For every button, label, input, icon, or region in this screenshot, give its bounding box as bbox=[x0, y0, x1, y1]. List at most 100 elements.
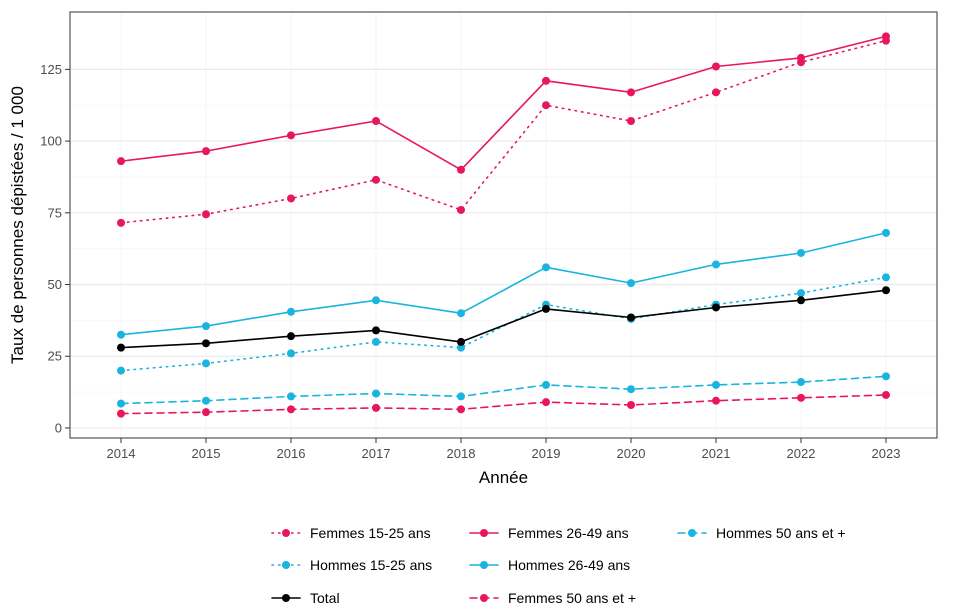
x-tick-label: 2022 bbox=[787, 446, 816, 461]
y-tick-label: 50 bbox=[48, 277, 62, 292]
legend-label: Femmes 15-25 ans bbox=[310, 525, 431, 541]
data-point bbox=[542, 380, 550, 389]
y-tick-label: 0 bbox=[55, 420, 62, 435]
legend-label: Femmes 26-49 ans bbox=[508, 525, 629, 541]
data-point bbox=[287, 332, 295, 341]
data-point bbox=[542, 101, 550, 110]
grid-lines bbox=[70, 12, 937, 438]
data-point bbox=[372, 296, 380, 305]
data-point bbox=[202, 396, 210, 405]
data-point bbox=[457, 392, 465, 401]
x-tick-label: 2019 bbox=[532, 446, 561, 461]
data-point bbox=[797, 378, 805, 387]
data-point bbox=[797, 289, 805, 298]
x-tick-label: 2021 bbox=[702, 446, 731, 461]
data-point bbox=[372, 175, 380, 184]
legend-item-hommes-26-49-ans: Hommes 26-49 ans bbox=[469, 557, 630, 573]
plot-panel bbox=[70, 12, 937, 438]
legend-item-hommes-50-ans-et-plus: Hommes 50 ans et + bbox=[677, 525, 846, 541]
series-total bbox=[117, 286, 890, 352]
data-point bbox=[287, 194, 295, 203]
data-point bbox=[372, 403, 380, 412]
legend-key-point bbox=[480, 529, 488, 537]
data-point bbox=[712, 380, 720, 389]
legend-item-femmes-26-49-ans: Femmes 26-49 ans bbox=[469, 525, 629, 541]
data-point bbox=[797, 248, 805, 257]
x-tick-label: 2017 bbox=[362, 446, 391, 461]
legend-key-point bbox=[480, 594, 488, 602]
data-point bbox=[712, 88, 720, 97]
data-point bbox=[372, 117, 380, 126]
data-point bbox=[882, 32, 890, 41]
series-hommes-50-ans-et-plus bbox=[117, 372, 890, 408]
data-point bbox=[542, 398, 550, 407]
data-point bbox=[712, 303, 720, 312]
y-tick-label: 25 bbox=[48, 349, 62, 364]
plot-border bbox=[69, 11, 938, 439]
legend-key-point bbox=[282, 561, 290, 569]
data-point bbox=[882, 228, 890, 237]
data-point bbox=[117, 157, 125, 166]
data-point bbox=[627, 88, 635, 97]
data-point bbox=[627, 401, 635, 410]
data-point bbox=[117, 330, 125, 339]
data-point bbox=[457, 205, 465, 214]
data-point bbox=[882, 390, 890, 399]
data-point bbox=[882, 286, 890, 295]
data-point bbox=[882, 273, 890, 282]
data-point bbox=[117, 399, 125, 408]
legend-item-femmes-50-ans-et-plus: Femmes 50 ans et + bbox=[469, 590, 636, 606]
legend-item-femmes-15-25-ans: Femmes 15-25 ans bbox=[271, 525, 431, 541]
legend-label: Femmes 50 ans et + bbox=[508, 590, 636, 606]
data-point bbox=[117, 409, 125, 418]
data-point bbox=[372, 326, 380, 335]
y-tick-label: 125 bbox=[40, 62, 62, 77]
series-line bbox=[120, 232, 887, 336]
data-point bbox=[117, 218, 125, 227]
data-point bbox=[627, 385, 635, 394]
data-point bbox=[542, 304, 550, 313]
series-line bbox=[120, 289, 887, 349]
x-axis-title: Année bbox=[479, 468, 528, 487]
x-tick-label: 2018 bbox=[447, 446, 476, 461]
data-point bbox=[202, 147, 210, 156]
data-point bbox=[797, 296, 805, 305]
legend-label: Total bbox=[310, 590, 340, 606]
legend-key-point bbox=[480, 561, 488, 569]
legend-key-point bbox=[282, 594, 290, 602]
data-point bbox=[117, 366, 125, 375]
data-point bbox=[202, 322, 210, 331]
data-point bbox=[287, 307, 295, 316]
data-point bbox=[797, 393, 805, 402]
series-group bbox=[117, 32, 890, 418]
data-point bbox=[712, 62, 720, 71]
data-point bbox=[542, 76, 550, 85]
x-tick-label: 2014 bbox=[107, 446, 136, 461]
x-tick-label: 2023 bbox=[872, 446, 901, 461]
data-point bbox=[457, 405, 465, 414]
data-point bbox=[712, 396, 720, 405]
data-point bbox=[287, 349, 295, 358]
data-point bbox=[202, 210, 210, 219]
data-point bbox=[627, 279, 635, 288]
data-point bbox=[117, 343, 125, 352]
data-point bbox=[202, 339, 210, 348]
series-line bbox=[120, 35, 887, 171]
y-tick-label: 75 bbox=[48, 205, 62, 220]
data-point bbox=[542, 263, 550, 272]
data-point bbox=[372, 337, 380, 346]
series-femmes-26-49-ans bbox=[117, 32, 890, 174]
data-point bbox=[797, 53, 805, 62]
data-point bbox=[457, 309, 465, 318]
data-point bbox=[287, 392, 295, 401]
legend-label: Hommes 50 ans et + bbox=[716, 525, 846, 541]
data-point bbox=[287, 131, 295, 140]
data-point bbox=[202, 359, 210, 368]
x-tick-label: 2016 bbox=[277, 446, 306, 461]
legend-item-total: Total bbox=[271, 590, 340, 606]
y-tick-label: 100 bbox=[40, 134, 62, 149]
data-point bbox=[712, 260, 720, 269]
series-femmes-50-ans-et-plus bbox=[117, 390, 890, 418]
data-point bbox=[372, 389, 380, 398]
